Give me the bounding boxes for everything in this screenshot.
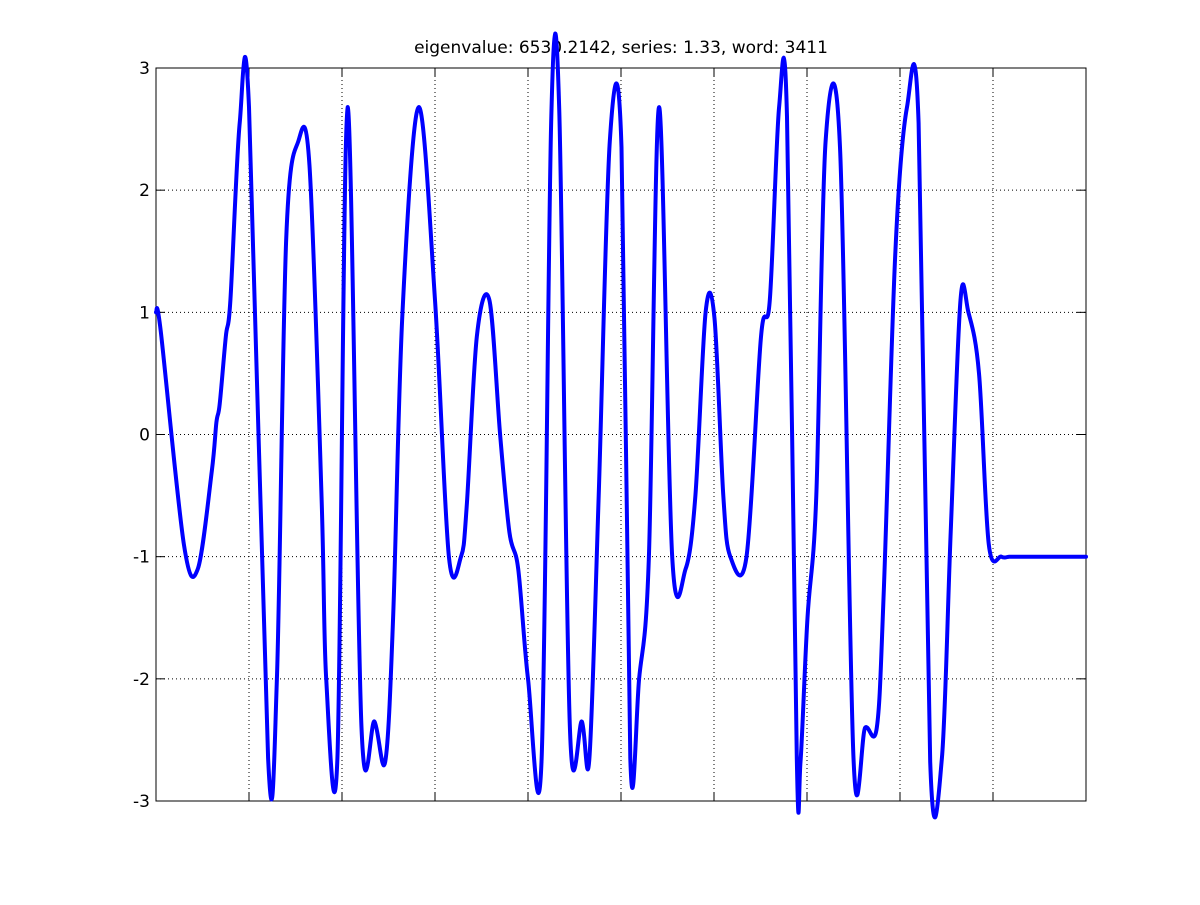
y-tick-label: 2: [139, 181, 150, 201]
y-tick-label: 3: [139, 59, 150, 79]
series-group: [154, 31, 1088, 820]
y-tick-label: 1: [139, 303, 150, 323]
y-tick-label: -3: [133, 792, 150, 812]
y-tick-label: -2: [133, 670, 150, 690]
y-tick-label: -1: [133, 548, 150, 568]
series-line-1: [154, 31, 1088, 820]
chart-title: eigenvalue: 6530.2142, series: 1.33, wor…: [414, 38, 828, 58]
y-tick-labels: -3 -2 -1 0 1 2 3: [133, 59, 150, 812]
y-tick-label: 0: [139, 426, 150, 446]
axis-ticks: [156, 67, 1086, 802]
